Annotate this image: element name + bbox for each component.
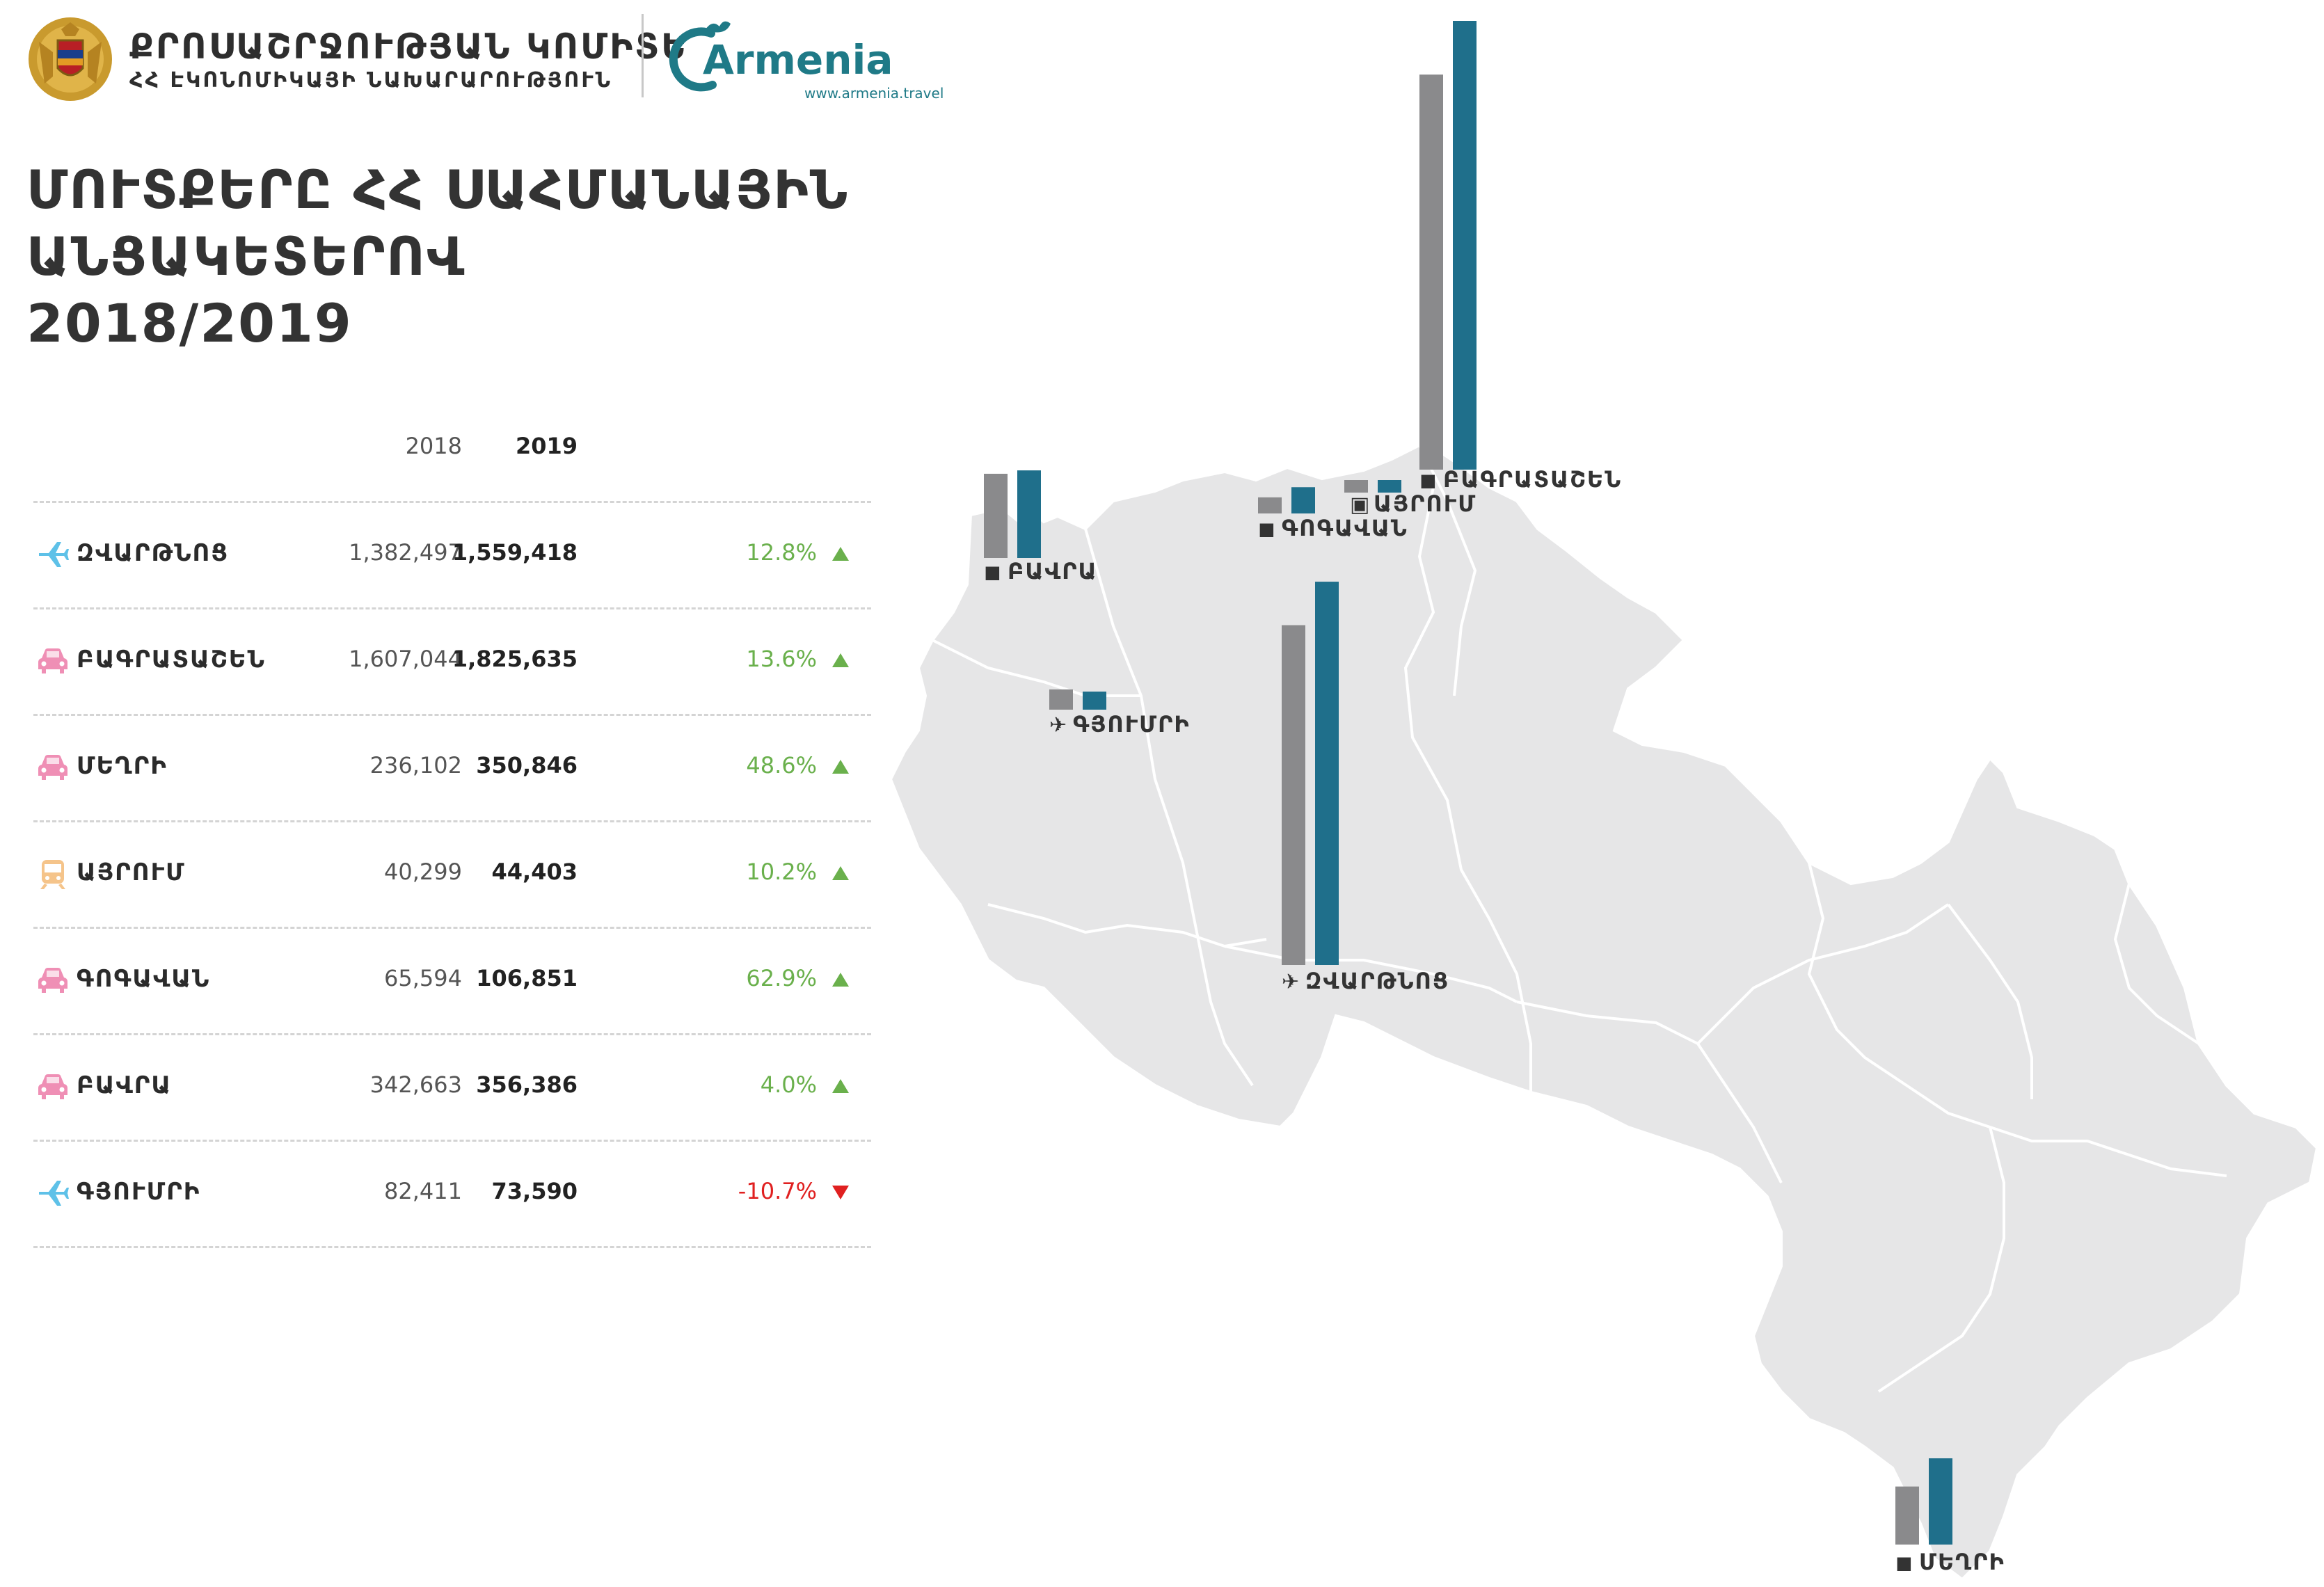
map-shape <box>891 445 2317 1579</box>
map-car-icon: ◼ <box>1419 468 1437 493</box>
map-bar-2018 <box>1049 689 1073 710</box>
map-bar-2019 <box>1929 1458 1952 1545</box>
map-label: ՄԵՂՐԻ <box>1919 1549 2005 1575</box>
map-bar-2018 <box>1258 497 1282 513</box>
map-bar-2019 <box>1083 692 1106 710</box>
map-bar-2018 <box>1282 625 1305 965</box>
map-bar-2018 <box>1344 480 1368 493</box>
map-bar-2019 <box>1017 470 1041 558</box>
map-car-icon: ◼ <box>1895 1551 1913 1575</box>
map-bar-2018 <box>1419 74 1443 470</box>
map-label: ԲԱՎՐԱ <box>1008 558 1098 584</box>
map-bar-2019 <box>1315 582 1339 965</box>
map-bar-2019 <box>1453 21 1477 470</box>
map-bar-2019 <box>1291 487 1315 513</box>
map-train-icon: ▣ <box>1350 493 1369 517</box>
map-bar-2018 <box>984 474 1008 558</box>
armenia-map <box>891 445 2317 1579</box>
map-label: ԱՅՐՈՒՄ <box>1374 491 1477 517</box>
map-plane-icon: ✈ <box>1282 970 1299 994</box>
map-label: ԲԱԳՐԱՏԱՇԵՆ <box>1443 466 1622 493</box>
map-label: ԳՅՈՒՄՐԻ <box>1073 711 1191 737</box>
map-label: ԶՎԱՐԹՆՈՑ <box>1305 968 1449 994</box>
map-car-icon: ◼ <box>1258 517 1275 541</box>
map-car-icon: ◼ <box>984 560 1001 584</box>
map-label: ԳՈԳԱՎԱՆ <box>1282 515 1408 541</box>
map-plane-icon: ✈ <box>1049 713 1067 737</box>
map-bar-2018 <box>1895 1487 1919 1545</box>
